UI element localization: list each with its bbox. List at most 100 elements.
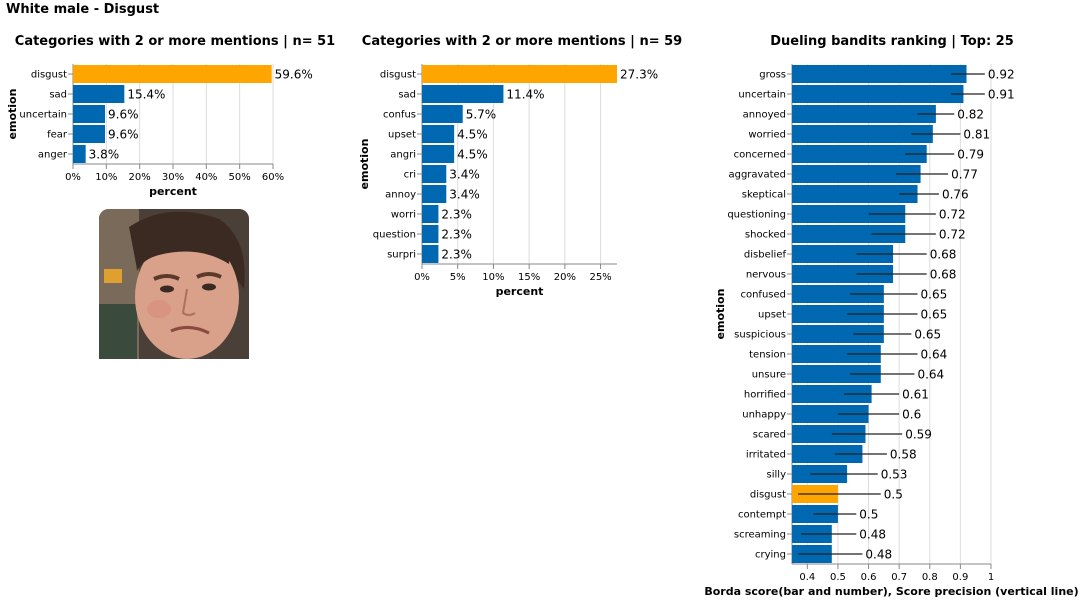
y-tick-label: anger (38, 150, 68, 161)
value-label: 0.81 (963, 128, 990, 142)
value-label: 9.6% (108, 108, 139, 122)
y-tick-label: question (373, 230, 416, 241)
chart-title: Categories with 2 or more mentions | n= … (362, 34, 682, 49)
value-label: 0.76 (942, 188, 969, 202)
bar-surpri (422, 245, 439, 263)
bar-upset (792, 305, 884, 323)
value-label: 0.48 (859, 528, 886, 542)
bar-aggravated (792, 165, 921, 183)
x-axis-title: percent (149, 185, 197, 198)
y-tick-label: questioning (727, 210, 786, 221)
y-tick-label: sad (49, 90, 67, 101)
y-tick-label: suspicious (734, 330, 786, 341)
y-tick-label: concerned (734, 150, 786, 161)
value-label: 0.6 (902, 408, 921, 422)
x-tick-label: 20% (129, 172, 151, 183)
y-tick-label: nervous (746, 270, 786, 281)
emotion-percent-chart-n51: Categories with 2 or more mentions | n= … (6, 34, 335, 198)
y-tick-label: contempt (738, 510, 786, 521)
bar-disgust (422, 65, 617, 83)
bar-cri (422, 165, 447, 183)
x-tick-label: 0.4 (799, 572, 815, 583)
value-label: 0.53 (881, 468, 908, 482)
bar-worri (422, 205, 439, 223)
bar-uncertain (792, 85, 964, 103)
y-tick-label: upset (758, 310, 786, 321)
bar-confus (422, 105, 463, 123)
bar-gross (792, 65, 967, 83)
bar-skeptical (792, 185, 918, 203)
y-tick-label: disgust (750, 490, 786, 501)
bar-suspicious (792, 325, 884, 343)
value-label: 0.65 (914, 328, 941, 342)
y-axis-title: emotion (714, 289, 727, 340)
y-tick-label: screaming (734, 530, 786, 541)
value-label: 0.5 (859, 508, 878, 522)
bar-disgust (73, 65, 272, 83)
bar-shocked (792, 225, 906, 243)
x-tick-label: 1 (988, 572, 994, 583)
value-label: 0.92 (988, 68, 1015, 82)
x-tick-label: 30% (162, 172, 184, 183)
bar-worried (792, 125, 933, 143)
bar-horrified (792, 385, 872, 403)
y-tick-label: skeptical (742, 190, 786, 201)
value-label: 0.68 (930, 248, 957, 262)
x-tick-label: 40% (195, 172, 217, 183)
x-tick-label: 60% (262, 172, 284, 183)
y-tick-label: disbelief (744, 250, 787, 261)
value-label: 2.3% (441, 248, 472, 262)
y-tick-label: gross (759, 70, 786, 81)
page-title: White male - Disgust (6, 2, 160, 17)
value-label: 0.58 (890, 448, 917, 462)
bar-annoyed (792, 105, 936, 123)
y-tick-label: disgust (31, 70, 67, 81)
bar-sad (422, 85, 504, 103)
face-illustration (99, 209, 249, 359)
value-label: 0.61 (902, 388, 929, 402)
y-tick-label: sad (398, 90, 416, 101)
y-tick-label: uncertain (19, 110, 67, 121)
x-tick-label: 0.6 (861, 572, 877, 583)
value-label: 0.64 (917, 368, 944, 382)
bar-unhappy (792, 405, 869, 423)
value-label: 0.65 (921, 288, 948, 302)
x-tick-label: 10% (95, 172, 117, 183)
x-tick-label: 25% (589, 272, 611, 283)
bar-scared (792, 425, 866, 443)
y-tick-label: worri (391, 210, 416, 221)
y-tick-label: confused (740, 290, 786, 301)
y-tick-label: irritated (746, 450, 786, 461)
bar-tension (792, 345, 881, 363)
value-label: 0.79 (957, 148, 984, 162)
y-axis-title: emotion (6, 89, 19, 140)
dueling-bandits-ranking-chart: Dueling bandits ranking | Top: 25 0.4 0.5 0… (704, 34, 1078, 598)
y-tick-label: shocked (745, 230, 786, 241)
x-tick-label: 15% (518, 272, 540, 283)
bar-nervous (792, 265, 894, 283)
value-label: 2.3% (441, 228, 472, 242)
value-label: 27.3% (620, 68, 658, 82)
value-label: 15.4% (127, 88, 165, 102)
value-label: 0.65 (921, 308, 948, 322)
x-tick-label: 20% (554, 272, 576, 283)
value-label: 0.77 (951, 168, 978, 182)
y-tick-label: scared (753, 430, 786, 441)
bar-sad (73, 85, 125, 103)
bar-questioning (792, 205, 906, 223)
y-tick-label: surpri (387, 250, 416, 261)
bar-annoy (422, 185, 447, 203)
x-tick-label: 0.9 (952, 572, 968, 583)
emotion-percent-chart-n59: Categories with 2 or more mentions | n= … (358, 34, 682, 298)
y-axis-title: emotion (358, 139, 371, 190)
value-label: 3.4% (449, 188, 480, 202)
x-tick-label: 0% (65, 172, 81, 183)
value-label: 11.4% (506, 88, 544, 102)
value-label: 4.5% (457, 148, 488, 162)
y-tick-label: aggravated (728, 170, 786, 181)
y-tick-label: unhappy (742, 410, 786, 421)
y-tick-label: tension (749, 350, 786, 361)
chart-title: Categories with 2 or more mentions | n= … (15, 34, 335, 49)
bar-disbelief (792, 245, 894, 263)
value-label: 4.5% (457, 128, 488, 142)
